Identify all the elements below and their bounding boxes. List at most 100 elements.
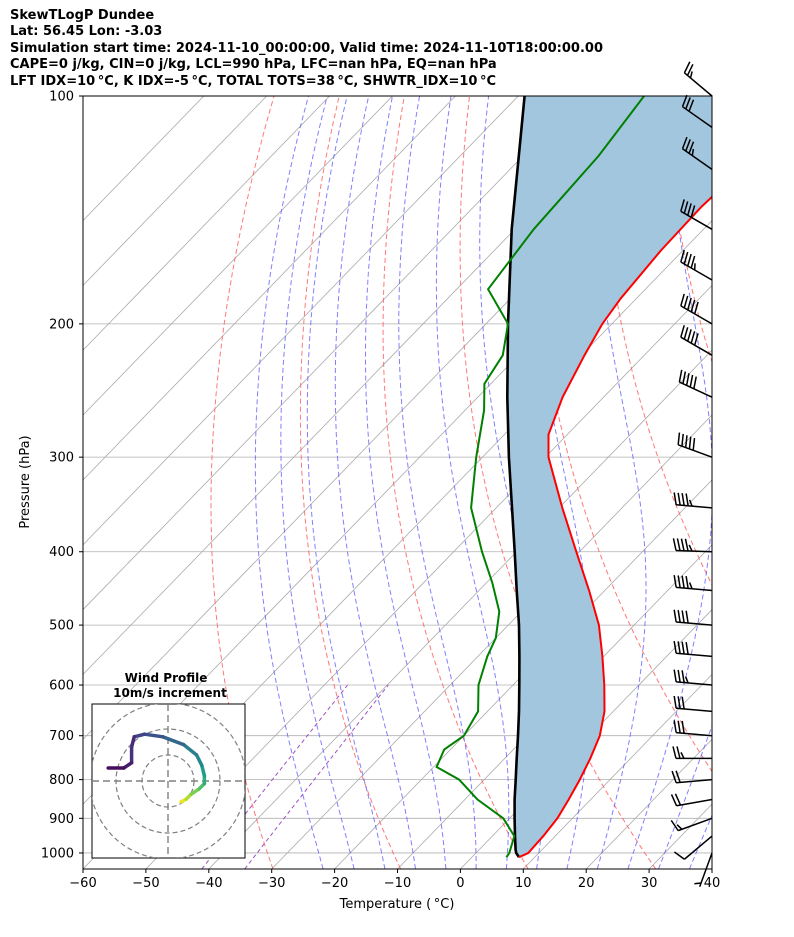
barb-feather <box>687 253 692 267</box>
barb-staff <box>683 72 713 97</box>
moist-adiabat <box>280 96 355 869</box>
barb-feather <box>690 205 696 218</box>
dry-adiabat <box>730 96 794 869</box>
x-tick-label: 40 <box>704 876 721 891</box>
barb-feather <box>676 824 683 830</box>
barb-feather <box>690 299 696 313</box>
wind-barb <box>673 669 713 686</box>
barb-feather <box>693 333 699 346</box>
barb-feather <box>673 609 677 623</box>
barb-feather <box>689 71 693 79</box>
barb-staff <box>676 798 713 807</box>
barb-feather <box>673 669 677 683</box>
parcel-line <box>505 96 526 858</box>
wind-barb <box>672 746 712 760</box>
barb-feather <box>687 297 692 311</box>
barb-feather <box>683 61 691 74</box>
y-tick-label: 100 <box>49 90 74 105</box>
y-axis-label: Pressure (hPa) <box>18 435 33 528</box>
barb-feather <box>680 293 685 307</box>
y-tick-label: 1000 <box>41 846 74 861</box>
wind-barb <box>673 720 713 737</box>
barb-feather <box>688 99 695 112</box>
barb-feather <box>676 538 681 551</box>
barb-feather <box>685 642 689 655</box>
barb-feather <box>673 492 677 505</box>
barb-feather <box>675 770 681 783</box>
barb-feather <box>685 373 690 386</box>
location-line: Lat: 56.45 Lon: -3.03 <box>10 24 163 40</box>
barb-feather <box>683 201 689 214</box>
isotherm <box>83 96 393 416</box>
wind-barb <box>680 249 713 281</box>
isotherm <box>334 479 712 869</box>
barb-feather <box>685 139 691 152</box>
x-tick-label: −10 <box>384 876 411 891</box>
barb-feather <box>677 609 681 623</box>
barb-feather <box>681 696 685 710</box>
isotherm <box>208 349 712 869</box>
barb-feather <box>673 720 677 733</box>
barb-staff <box>676 621 713 626</box>
barb-staff <box>680 336 713 356</box>
barb-staff <box>676 681 713 686</box>
x-tick-label: 30 <box>641 876 658 891</box>
y-tick-label: 600 <box>49 679 74 694</box>
isotherm <box>83 96 330 351</box>
isotherm <box>83 96 582 611</box>
wind-barb <box>680 293 713 325</box>
time-line: Simulation start time: 2024-11-10_00:00:… <box>10 40 603 56</box>
wind-barb <box>673 835 713 860</box>
wind-barb <box>673 574 713 592</box>
barb-staff <box>680 261 713 281</box>
barb-feather <box>690 255 696 269</box>
barb-feather <box>683 327 689 340</box>
barb-feather <box>680 199 685 212</box>
barb-feather <box>678 369 683 383</box>
y-tick-label: 200 <box>49 317 74 332</box>
background-lines <box>83 96 794 869</box>
wind-barb <box>694 852 713 888</box>
barb-feather <box>671 770 677 783</box>
index-line: LFT IDX=10 °C, K IDX=-5 °C, TOTAL TOTS=3… <box>10 73 497 89</box>
barb-feather <box>680 325 685 338</box>
chart-title: SkewTLogP Dundee <box>10 8 155 23</box>
wind-barb <box>672 538 713 553</box>
barb-staff <box>676 778 713 784</box>
isotherm <box>711 868 712 869</box>
barb-feather <box>677 492 681 506</box>
y-tick-label: 400 <box>49 545 74 560</box>
barb-staff <box>679 381 713 398</box>
hodograph-subtitle: 10m/s increment <box>113 686 227 700</box>
isotherm <box>585 738 712 869</box>
barb-staff <box>676 503 713 509</box>
moist-adiabat <box>254 96 324 869</box>
moist-adiabat <box>435 96 510 869</box>
barb-feather <box>672 538 677 551</box>
wind-barb <box>678 369 713 398</box>
barb-feather <box>681 136 688 149</box>
moist-adiabat <box>688 813 712 869</box>
barb-feather <box>680 752 685 759</box>
wind-barb <box>681 94 713 128</box>
barb-feather <box>694 882 702 885</box>
dry-adiabat <box>382 96 529 869</box>
moist-adiabat <box>627 96 712 869</box>
barb-feather <box>677 575 681 588</box>
barb-feather <box>688 544 693 552</box>
barb-feather <box>688 499 693 507</box>
mixing-ratio-line <box>244 684 389 869</box>
x-tick-label: 0 <box>456 876 464 891</box>
barb-feather <box>681 641 685 655</box>
barb-feather <box>674 793 682 806</box>
moist-adiabat <box>479 96 548 869</box>
barb-feather <box>692 437 696 451</box>
barb-feather <box>676 746 681 759</box>
barb-feather <box>673 695 677 709</box>
barb-feather <box>686 63 694 76</box>
temperature-line <box>518 195 712 859</box>
y-tick-label: 300 <box>49 451 74 466</box>
x-tick-label: 20 <box>578 876 595 891</box>
isotherm <box>523 673 712 869</box>
hodograph-segment <box>132 732 147 739</box>
